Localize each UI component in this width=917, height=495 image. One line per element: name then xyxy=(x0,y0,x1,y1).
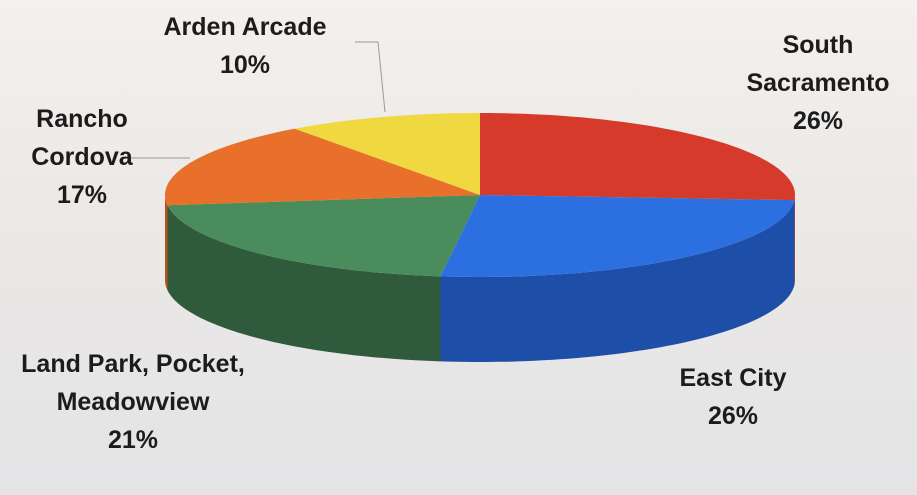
value-label: 26% xyxy=(707,402,759,430)
leader-line xyxy=(355,41,386,113)
slice-top xyxy=(165,128,480,206)
pie-slice xyxy=(167,195,480,362)
value-label: 10% xyxy=(219,51,271,79)
category-name: Rancho Cordova xyxy=(31,105,133,171)
slice-top xyxy=(440,195,795,277)
value-label: 21% xyxy=(107,426,159,454)
slice-side xyxy=(165,195,168,291)
slice-top xyxy=(167,195,480,277)
pie-slice xyxy=(440,195,795,362)
category-name: Arden Arcade xyxy=(163,13,327,41)
category-name: South Sacramento xyxy=(746,31,890,97)
slice-side xyxy=(440,200,795,362)
slice-label: Rancho Cordova 17% xyxy=(2,100,162,214)
slice-label: Land Park, Pocket, Meadowview 21% xyxy=(13,345,253,459)
pie-slice xyxy=(294,113,480,195)
slice-label: East City 26% xyxy=(623,359,843,435)
category-name: Land Park, Pocket, Meadowview xyxy=(21,350,245,416)
slice-top xyxy=(480,113,795,201)
value-label: 26% xyxy=(792,107,844,135)
slice-label: South Sacramento 26% xyxy=(708,26,917,140)
pie-slice xyxy=(165,128,480,291)
slice-side xyxy=(167,205,441,362)
slice-top xyxy=(294,113,480,195)
slice-side xyxy=(794,195,795,286)
value-label: 17% xyxy=(56,181,108,209)
category-name: East City xyxy=(679,364,787,392)
slice-label: Arden Arcade 10% xyxy=(95,8,395,84)
pie-slice xyxy=(480,113,795,286)
